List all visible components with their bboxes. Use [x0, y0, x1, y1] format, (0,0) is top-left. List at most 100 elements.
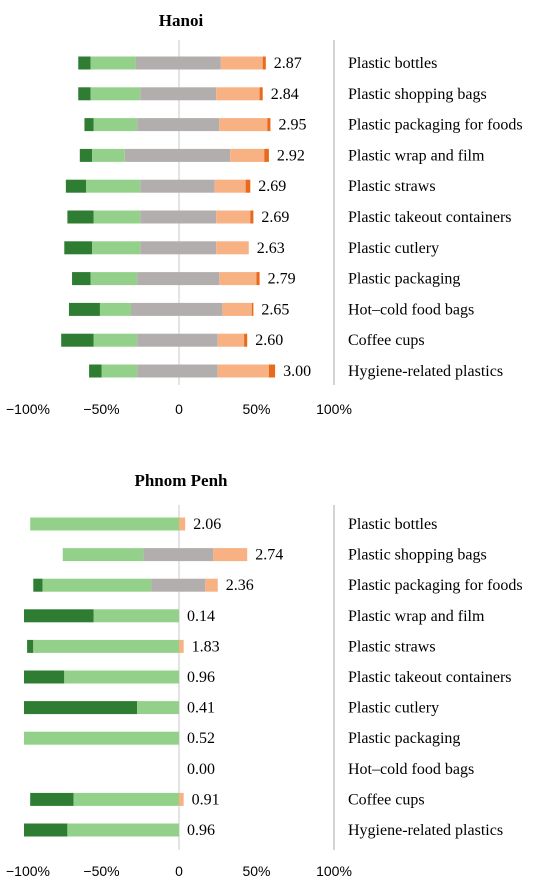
neutral-segment [137, 333, 218, 347]
strongly-negative-segment [78, 56, 91, 70]
mean-score-label: 2.95 [278, 117, 306, 134]
negative-segment [86, 179, 141, 193]
negative-segment [62, 548, 144, 562]
neutral-segment [130, 302, 223, 316]
strongly-positive-segment [244, 333, 248, 347]
category-label: Plastic straws [348, 638, 436, 655]
x-tick-label: 0 [175, 401, 183, 417]
category-label: Hygiene-related plastics [348, 822, 503, 839]
x-tick-label: 100% [316, 863, 352, 879]
mean-score-label: 0.14 [187, 608, 215, 625]
positive-segment [179, 517, 186, 531]
mean-score-label: 2.60 [255, 332, 283, 349]
category-label: Plastic straws [348, 178, 436, 195]
category-label: Plastic wrap and film [348, 608, 485, 625]
strongly-positive-segment [256, 272, 260, 286]
strongly-negative-segment [27, 639, 34, 653]
strongly-positive-segment [267, 118, 271, 132]
strongly-positive-segment [250, 210, 254, 224]
strongly-negative-segment [65, 179, 86, 193]
mean-score-label: 0.41 [187, 700, 215, 717]
negative-segment [137, 701, 179, 715]
mean-score-label: 2.36 [226, 577, 254, 594]
negative-segment [24, 731, 179, 745]
negative-segment [64, 670, 179, 684]
category-label: Hot–cold food bags [348, 301, 474, 318]
strongly-positive-segment [264, 148, 269, 162]
positive-segment [217, 364, 269, 378]
strongly-negative-segment [24, 670, 65, 684]
negative-segment [90, 87, 141, 101]
category-label: Plastic takeout containers [348, 209, 512, 226]
negative-segment [73, 792, 179, 806]
strongly-negative-segment [30, 792, 74, 806]
negative-segment [93, 609, 179, 623]
category-label: Plastic shopping bags [348, 547, 487, 564]
category-label: Plastic packaging for foods [348, 117, 523, 134]
x-tick-label: −50% [83, 401, 119, 417]
mean-score-label: 0.52 [187, 730, 215, 747]
strongly-positive-segment [262, 56, 266, 70]
strongly-negative-segment [68, 302, 100, 316]
negative-segment [90, 56, 136, 70]
positive-segment [205, 578, 218, 592]
mean-score-label: 2.92 [277, 147, 305, 164]
neutral-segment [135, 56, 221, 70]
mean-score-label: 0.00 [187, 761, 215, 778]
category-label: Coffee cups [348, 791, 425, 808]
category-label: Plastic packaging [348, 730, 460, 747]
x-tick-label: 50% [242, 401, 270, 417]
neutral-segment [140, 87, 217, 101]
strongly-negative-segment [61, 333, 94, 347]
category-label: Hot–cold food bags [348, 761, 474, 778]
x-tick-label: −100% [6, 863, 50, 879]
positive-segment [219, 118, 268, 132]
chart-title: Phnom Penh [134, 471, 228, 490]
positive-segment [213, 548, 248, 562]
neutral-segment [140, 179, 215, 193]
x-tick-label: 50% [242, 863, 270, 879]
mean-score-label: 0.91 [192, 791, 220, 808]
mean-score-label: 2.79 [268, 271, 296, 288]
mean-score-label: 2.69 [261, 209, 289, 226]
strongly-positive-segment [268, 364, 276, 378]
category-label: Plastic packaging for foods [348, 577, 523, 594]
negative-segment [92, 148, 125, 162]
neutral-segment [137, 272, 220, 286]
positive-segment [219, 272, 257, 286]
category-label: Plastic bottles [348, 516, 437, 533]
neutral-segment [124, 148, 231, 162]
positive-segment [214, 179, 246, 193]
mean-score-label: 0.96 [187, 822, 215, 839]
mean-score-label: 2.84 [271, 86, 299, 103]
mean-score-label: 1.83 [192, 638, 220, 655]
mean-score-label: 2.65 [261, 301, 289, 318]
strongly-negative-segment [84, 118, 94, 132]
strongly-negative-segment [33, 578, 43, 592]
category-label: Plastic bottles [348, 55, 437, 72]
strongly-negative-segment [72, 272, 91, 286]
negative-segment [101, 364, 138, 378]
strongly-negative-segment [67, 210, 94, 224]
negative-segment [42, 578, 152, 592]
strongly-positive-segment [259, 87, 263, 101]
neutral-segment [140, 210, 217, 224]
neutral-segment [143, 548, 214, 562]
mean-score-label: 0.96 [187, 669, 215, 686]
positive-segment [220, 56, 263, 70]
negative-segment [90, 272, 138, 286]
positive-segment [216, 210, 251, 224]
category-label: Plastic wrap and film [348, 147, 485, 164]
mean-score-label: 2.63 [257, 240, 285, 257]
positive-segment [222, 302, 252, 316]
neutral-segment [137, 118, 220, 132]
negative-segment [93, 118, 138, 132]
category-label: Plastic shopping bags [348, 86, 487, 103]
strongly-positive-segment [251, 302, 254, 316]
chart-title: Hanoi [159, 11, 204, 30]
category-label: Plastic cutlery [348, 240, 439, 257]
category-label: Hygiene-related plastics [348, 363, 503, 380]
negative-segment [92, 241, 141, 255]
positive-segment [217, 333, 245, 347]
negative-segment [33, 639, 179, 653]
